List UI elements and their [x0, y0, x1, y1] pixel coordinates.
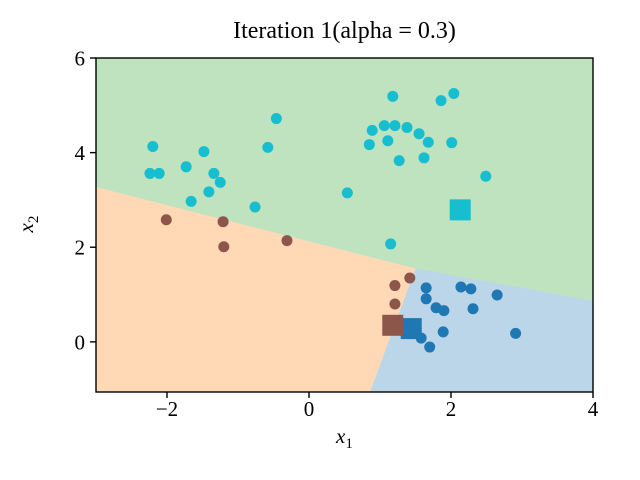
x-tick-label: 0 [304, 397, 315, 421]
data-point-cluster-brown [404, 272, 416, 284]
data-point-cluster-cyan [448, 87, 460, 99]
data-point-cluster-brown [217, 216, 229, 228]
data-point-cluster-blue [420, 282, 432, 294]
x-axis-label-base: x [336, 424, 346, 448]
data-point-cluster-blue [491, 289, 503, 301]
y-axis-label-sub: 2 [26, 215, 43, 224]
data-point-cluster-cyan [198, 146, 210, 158]
data-point-cluster-cyan [203, 186, 215, 198]
data-point-cluster-cyan [387, 90, 399, 102]
centroid-brown-marker [382, 314, 404, 336]
data-point-cluster-brown [281, 235, 293, 247]
y-tick-label: 4 [75, 141, 86, 165]
data-point-cluster-cyan [144, 167, 156, 179]
data-point-cluster-cyan [418, 152, 430, 164]
data-point-cluster-cyan [446, 137, 458, 149]
y-axis-label-base: x [14, 223, 38, 233]
data-point-cluster-blue [455, 281, 467, 293]
centroid-cyan-marker [449, 199, 471, 221]
x-tick-label: 2 [446, 397, 457, 421]
data-point-cluster-cyan [270, 113, 282, 125]
data-point-cluster-cyan [382, 135, 394, 147]
data-point-cluster-blue [437, 326, 449, 338]
data-point-cluster-cyan [435, 95, 447, 107]
data-point-cluster-brown [389, 280, 401, 292]
data-point-cluster-brown [218, 241, 230, 253]
data-point-cluster-brown [160, 214, 172, 226]
y-tick-label: 0 [75, 330, 86, 354]
data-point-cluster-cyan [185, 195, 197, 207]
x-tick-label: 4 [588, 397, 599, 421]
data-point-cluster-cyan [180, 161, 192, 173]
data-point-cluster-blue [424, 341, 436, 353]
data-point-cluster-cyan [366, 124, 378, 136]
centroid-blue-marker [400, 318, 422, 340]
data-point-cluster-cyan [389, 120, 401, 132]
data-point-cluster-cyan [249, 201, 261, 213]
data-point-cluster-cyan [363, 139, 375, 151]
data-point-cluster-cyan [393, 155, 405, 167]
data-point-cluster-cyan [153, 167, 165, 179]
data-point-cluster-blue [438, 305, 450, 317]
data-point-cluster-cyan [208, 167, 220, 179]
data-point-cluster-cyan [214, 176, 226, 188]
data-point-cluster-cyan [413, 128, 425, 140]
data-point-cluster-cyan [147, 140, 159, 152]
data-point-cluster-blue [467, 303, 479, 315]
decision-green-region [96, 58, 593, 301]
data-point-cluster-cyan [480, 170, 492, 182]
x-axis-label: x1 [96, 424, 593, 453]
data-point-cluster-brown [389, 298, 401, 310]
data-point-cluster-blue [465, 283, 477, 295]
data-point-cluster-cyan [262, 141, 274, 153]
data-point-cluster-cyan [378, 120, 390, 132]
data-point-cluster-cyan [385, 238, 397, 250]
plot-title: Iteration 1(alpha = 0.3) [233, 18, 456, 44]
x-tick-label: −2 [156, 397, 178, 421]
x-axis-label-sub: 1 [345, 436, 353, 453]
y-axis-label: x2 [14, 196, 50, 252]
data-point-cluster-cyan [341, 187, 353, 199]
data-point-cluster-cyan [422, 136, 434, 148]
y-tick-label: 6 [75, 47, 86, 71]
data-point-cluster-blue [510, 327, 522, 339]
data-point-cluster-blue [420, 293, 432, 305]
y-tick-label: 2 [75, 236, 86, 260]
axes-spines [95, 57, 594, 393]
data-point-cluster-cyan [401, 122, 413, 134]
decision-orange-region [96, 187, 416, 392]
